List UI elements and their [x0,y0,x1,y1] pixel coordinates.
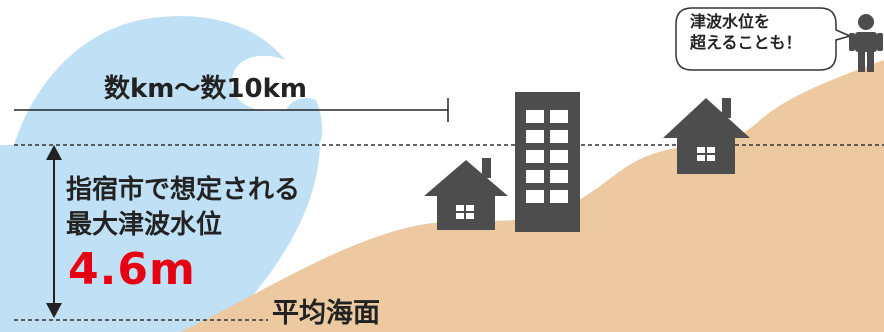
person-icon [849,14,883,72]
arrow-icon [46,145,62,318]
speech-bubble [675,7,853,71]
speech-bubble-line-1: 津波水位を [690,12,771,31]
distance-label: 数km〜数10km [104,74,307,104]
description-line-2: 最大津波水位 [66,210,223,240]
house-icon [663,98,750,174]
building-icon [515,92,580,232]
description-line-1: 指宿市で想定される [66,175,301,205]
max-tsunami-height: 4.6m [68,244,196,295]
speech-bubble-line-2: 超えることも！ [690,32,802,52]
land-slope [180,60,884,332]
speech-bubble-text: 津波水位を 超えることも！ [690,12,802,54]
sea-water [0,145,320,332]
sea-level-label: 平均海面 [272,298,380,329]
house-icon [424,158,508,230]
